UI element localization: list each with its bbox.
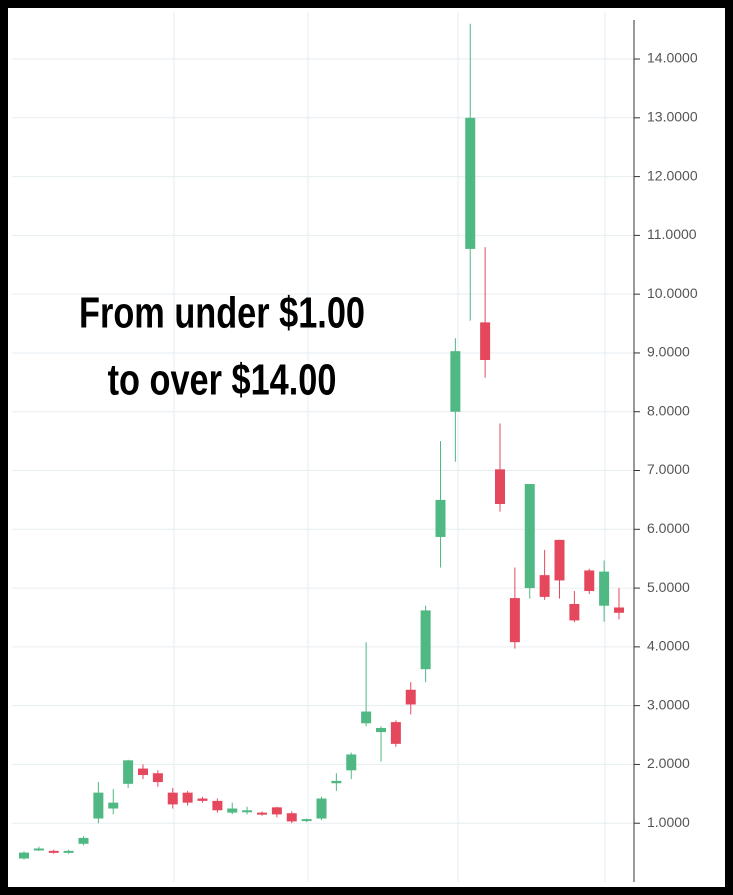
annotation-line: to over $14.00 [108, 356, 337, 405]
candle-body [376, 727, 386, 733]
candle-body [19, 852, 29, 859]
candle-body [182, 792, 193, 803]
candle-body [48, 850, 59, 853]
candle-body [286, 813, 297, 822]
candle-body [331, 780, 342, 784]
annotation: From under $1.00 to over $14.00 [79, 289, 365, 405]
candle-body [405, 689, 416, 705]
candle-body [539, 575, 550, 597]
candle-body [480, 322, 491, 360]
vertical-grid [173, 12, 606, 882]
y-tick-label: 12.0000 [647, 167, 698, 183]
y-tick-label: 1.0000 [647, 814, 690, 830]
candle-body [33, 848, 44, 851]
candle-body [450, 351, 461, 412]
candle-body [361, 711, 372, 724]
candle-body [271, 807, 282, 815]
candle-body [152, 773, 163, 783]
y-tick-label: 3.0000 [647, 696, 690, 712]
y-axis-ticks: 1.0000 2.0000 3.0000 4.0000 5.0000 6.0000 7.00… [634, 50, 698, 830]
candle-body [301, 819, 312, 822]
candle-body [257, 812, 267, 815]
y-tick-label: 6.0000 [647, 520, 690, 536]
candle-body [346, 754, 357, 771]
y-tick-label: 7.0000 [647, 461, 690, 477]
candle-body [509, 598, 520, 643]
candle-body [63, 850, 74, 853]
candle-body [569, 603, 580, 621]
annotation-line: From under $1.00 [79, 289, 365, 338]
candle-body [316, 798, 327, 819]
y-tick-label: 9.0000 [647, 344, 690, 360]
candle-body [108, 802, 119, 809]
candle-body [524, 484, 535, 589]
y-tick-label: 5.0000 [647, 579, 690, 595]
candle-body [242, 810, 253, 813]
candle-body [554, 539, 565, 581]
candle-body [599, 571, 610, 606]
candle-body [123, 760, 134, 784]
candle-body [584, 570, 595, 592]
y-tick-label: 8.0000 [647, 402, 690, 418]
y-tick-label: 13.0000 [647, 109, 698, 125]
candle-body [167, 792, 178, 805]
y-tick-label: 11.0000 [647, 226, 697, 242]
y-tick-label: 10.0000 [647, 285, 698, 301]
candle-body [465, 117, 476, 249]
y-tick-label: 14.0000 [647, 50, 698, 66]
grid [12, 58, 634, 824]
candle-body [227, 808, 238, 813]
candle-body [78, 837, 89, 844]
candle-body [614, 607, 624, 613]
candle-body [197, 798, 208, 801]
candle-body [495, 469, 505, 505]
candle-body [390, 722, 401, 744]
candle-body [420, 610, 431, 670]
candles [19, 23, 624, 860]
y-tick-label: 2.0000 [647, 755, 690, 771]
y-tick-label: 4.0000 [647, 638, 690, 654]
candle-body [93, 792, 104, 819]
candle-body [212, 800, 223, 811]
candle-body [138, 768, 148, 776]
candle-body [435, 499, 446, 537]
